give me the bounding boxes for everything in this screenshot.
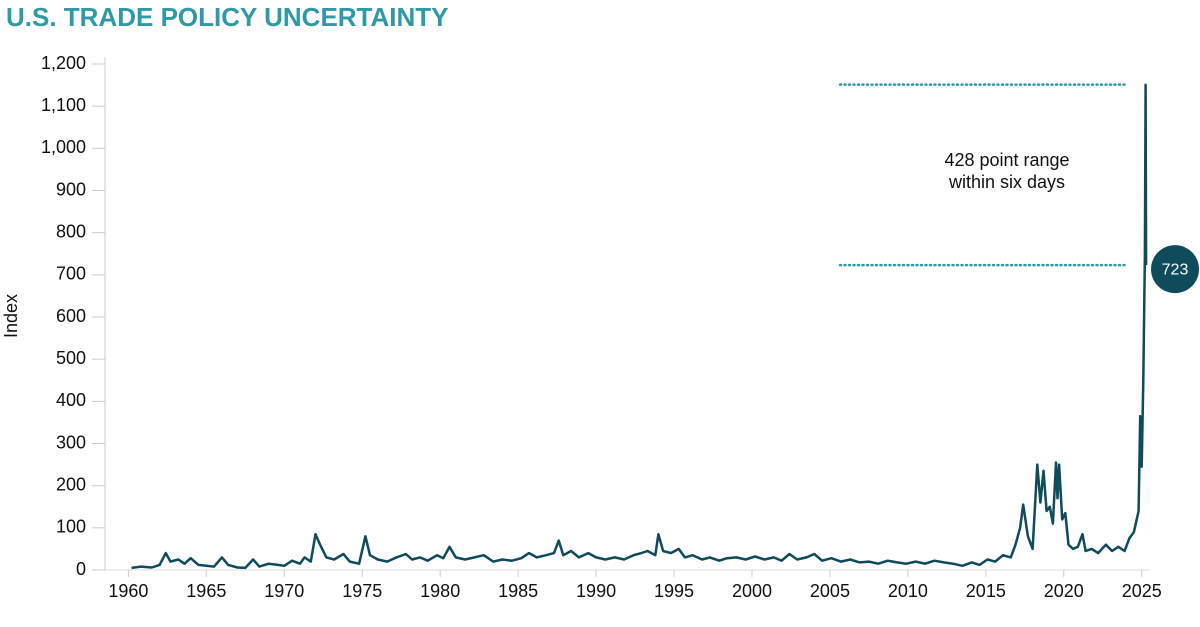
x-tick-label: 2010	[888, 581, 928, 601]
x-tick-label: 2015	[966, 581, 1006, 601]
x-tick-label: 2025	[1122, 581, 1162, 601]
line-series	[131, 83, 1148, 570]
chart-title: U.S. TRADE POLICY UNCERTAINTY	[6, 2, 449, 32]
x-tick-label: 1960	[108, 581, 148, 601]
y-tick-label: 900	[56, 179, 86, 199]
x-tick-label: 2020	[1044, 581, 1084, 601]
x-tick-label: 1995	[654, 581, 694, 601]
x-tick-label: 1965	[186, 581, 226, 601]
x-tick-label: 1985	[498, 581, 538, 601]
x-tick-label: 2000	[732, 581, 772, 601]
y-tick-label: 1,200	[41, 53, 86, 73]
y-tick-label: 200	[56, 474, 86, 494]
y-tick-label: 600	[56, 306, 86, 326]
y-tick-label: 300	[56, 432, 86, 452]
y-tick-label: 400	[56, 390, 86, 410]
y-tick-label: 700	[56, 264, 86, 284]
annotation-text: 428 point range	[944, 150, 1069, 170]
y-tick-label: 1,100	[41, 95, 86, 115]
x-tick-label: 1970	[264, 581, 304, 601]
y-tick-label: 800	[56, 221, 86, 241]
x-tick-label: 1975	[342, 581, 382, 601]
y-tick-label: 100	[56, 517, 86, 537]
x-tick-label: 1990	[576, 581, 616, 601]
y-tick-label: 0	[76, 559, 86, 579]
callout-label: 723	[1162, 261, 1189, 278]
x-tick-label: 1980	[420, 581, 460, 601]
y-tick-label: 1,000	[41, 137, 86, 157]
annotation-text: within six days	[948, 172, 1065, 192]
x-tick-label: 2005	[810, 581, 850, 601]
y-tick-label: 500	[56, 348, 86, 368]
y-axis-label: Index	[1, 294, 21, 338]
callout-badge	[1151, 245, 1199, 294]
